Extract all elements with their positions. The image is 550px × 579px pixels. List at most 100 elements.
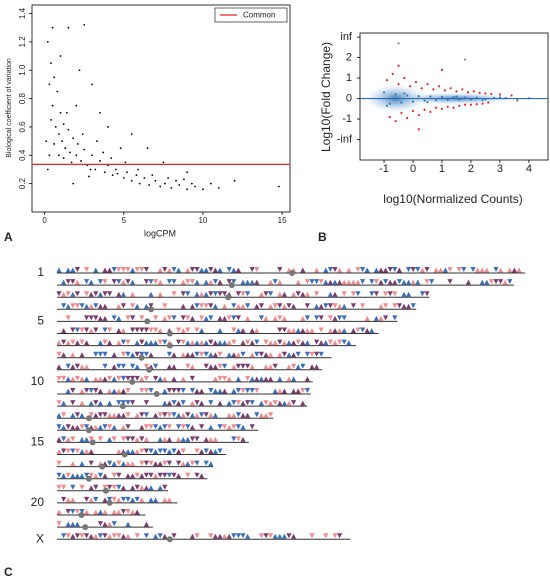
gene-marker xyxy=(263,412,269,418)
gene-marker xyxy=(240,351,246,357)
gene-marker xyxy=(97,315,103,321)
gene-marker xyxy=(212,376,218,382)
gene-marker xyxy=(300,400,306,406)
gene-marker xyxy=(111,388,117,394)
gene-marker xyxy=(245,400,251,406)
gene-marker xyxy=(185,352,191,358)
gene-marker xyxy=(79,461,85,467)
gene-marker xyxy=(286,352,292,358)
gene-marker xyxy=(199,303,205,309)
point xyxy=(65,111,68,114)
gene-marker xyxy=(88,328,94,333)
gene-marker xyxy=(79,352,85,358)
gene-marker xyxy=(226,352,232,358)
gene-marker xyxy=(93,400,99,406)
x-tick-label: 1 xyxy=(439,163,445,175)
gene-marker xyxy=(194,291,200,297)
point xyxy=(62,157,65,160)
point xyxy=(154,179,157,182)
gene-marker xyxy=(120,328,126,333)
gene-marker xyxy=(97,388,103,394)
gene-marker xyxy=(79,424,85,430)
gene-marker xyxy=(111,352,117,358)
gene-marker xyxy=(249,352,255,358)
gene-marker xyxy=(364,315,370,321)
gene-marker xyxy=(484,267,490,273)
gene-marker xyxy=(249,279,255,285)
gene-marker xyxy=(56,267,62,273)
gene-marker xyxy=(291,328,297,333)
gene-marker xyxy=(107,388,113,394)
gene-marker xyxy=(93,473,99,479)
point xyxy=(510,94,513,97)
gene-marker xyxy=(185,461,191,467)
gene-marker xyxy=(245,375,251,381)
point xyxy=(53,76,56,79)
gene-marker xyxy=(120,436,126,442)
gene-marker xyxy=(189,533,195,539)
gene-marker xyxy=(79,388,85,394)
gene-marker xyxy=(70,521,76,527)
gene-marker xyxy=(166,364,172,370)
gene-marker xyxy=(249,364,255,370)
point xyxy=(429,110,432,113)
point xyxy=(167,177,170,179)
gene-marker xyxy=(378,303,384,309)
centromere xyxy=(78,512,85,518)
point xyxy=(429,95,432,98)
centromere xyxy=(121,451,128,458)
gene-marker xyxy=(143,279,149,285)
x-tick-label: 0 xyxy=(410,163,416,175)
gene-marker xyxy=(479,267,485,273)
gene-marker xyxy=(88,303,94,309)
point xyxy=(116,172,119,175)
gene-marker xyxy=(102,473,108,479)
gene-marker xyxy=(102,327,108,333)
gene-marker xyxy=(199,449,205,454)
x-tick-label: 15 xyxy=(278,216,287,225)
point xyxy=(110,157,113,160)
centromere xyxy=(228,282,235,289)
point xyxy=(130,133,133,135)
gene-marker xyxy=(84,291,90,297)
gene-marker xyxy=(61,473,67,479)
point xyxy=(452,96,455,99)
gene-marker xyxy=(300,363,306,369)
gene-marker xyxy=(116,363,122,369)
point xyxy=(81,133,84,135)
gene-marker xyxy=(111,279,117,285)
gene-marker xyxy=(70,461,76,467)
gene-marker xyxy=(291,400,297,406)
gene-marker xyxy=(102,315,108,321)
gene-marker xyxy=(153,340,159,346)
gene-marker xyxy=(185,327,191,333)
point xyxy=(435,106,438,109)
gene-marker xyxy=(240,412,246,418)
gene-marker xyxy=(65,497,71,503)
gene-marker xyxy=(309,351,315,357)
gene-marker xyxy=(116,497,122,503)
gene-marker xyxy=(125,375,131,381)
gene-marker xyxy=(249,424,255,430)
gene-marker xyxy=(341,279,347,285)
centromere xyxy=(166,342,173,349)
gene-marker xyxy=(424,291,430,297)
gene-marker xyxy=(176,339,182,345)
gene-marker xyxy=(139,327,145,333)
point xyxy=(423,108,426,111)
point xyxy=(414,81,418,84)
gene-marker xyxy=(97,509,103,515)
gene-marker xyxy=(74,521,80,527)
gene-marker xyxy=(148,472,154,478)
y-tick-label: 0.8 xyxy=(18,92,27,104)
gene-marker xyxy=(107,375,113,381)
gene-marker xyxy=(396,303,402,309)
gene-marker xyxy=(70,473,76,479)
gene-marker xyxy=(134,340,140,346)
point xyxy=(51,104,54,107)
y-tick-label: inf xyxy=(340,31,353,43)
gene-marker xyxy=(65,533,71,539)
gene-marker xyxy=(84,424,90,430)
gene-marker xyxy=(79,412,85,418)
gene-marker xyxy=(235,533,241,539)
